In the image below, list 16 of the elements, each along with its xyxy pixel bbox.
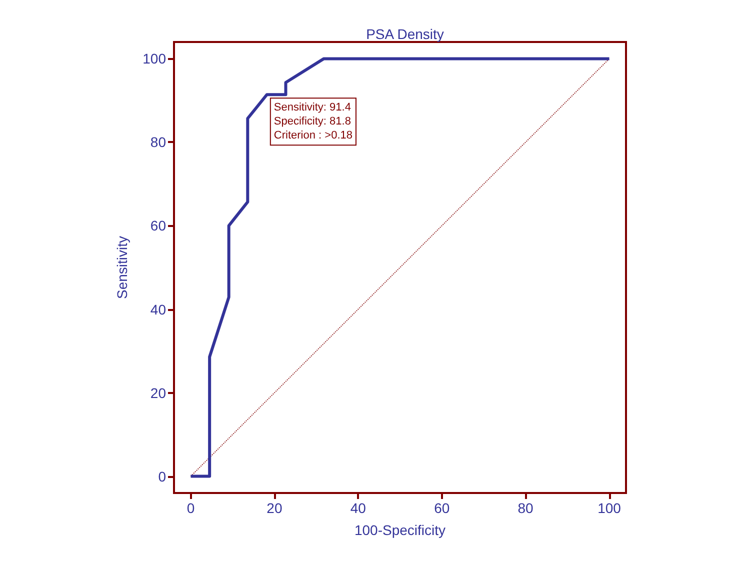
y-axis-title: Sensitivity [114,236,130,300]
x-tick-label: 60 [434,500,450,516]
x-axis-title: 100-Specificity [354,522,446,538]
x-tick-label: 80 [518,500,534,516]
y-tick-label: 20 [150,384,166,401]
y-tick-label: 0 [158,468,166,484]
annotation: Sensitivity: 91.4 Specificity: 81.8 Criterion : >0.18 [274,102,352,142]
x-tick-label: 100 [598,500,622,516]
x-tick-label: 40 [350,500,366,516]
x-tick-label: 0 [186,500,195,516]
y-tick-label: 60 [150,218,166,234]
y-tick-label: 100 [142,50,166,67]
y-tick-label: 40 [150,301,166,318]
y-tick-label: 80 [150,134,166,150]
x-tick-label: 20 [266,500,282,516]
chart-title: PSA Density [366,26,444,42]
